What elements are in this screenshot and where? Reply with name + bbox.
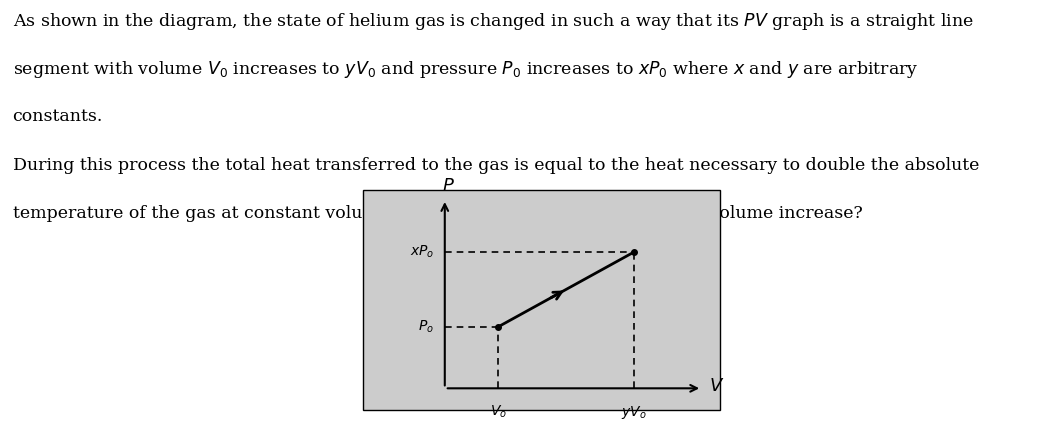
- FancyBboxPatch shape: [363, 190, 720, 410]
- Text: $P_o$: $P_o$: [418, 319, 434, 335]
- Text: During this process the total heat transferred to the gas is equal to the heat n: During this process the total heat trans…: [13, 157, 978, 173]
- Text: $V_o$: $V_o$: [490, 404, 507, 420]
- Text: $yV_o$: $yV_o$: [621, 404, 647, 421]
- Text: constants.: constants.: [13, 108, 103, 125]
- Text: As shown in the diagram, the state of helium gas is changed in such a way that i: As shown in the diagram, the state of he…: [13, 11, 973, 32]
- Text: temperature of the gas at constant volume. What is the maximum ratio for the vol: temperature of the gas at constant volum…: [13, 205, 863, 222]
- Text: segment with volume $V_0$ increases to $yV_0$ and pressure $P_0$ increases to $x: segment with volume $V_0$ increases to $…: [13, 59, 918, 80]
- Text: $P$: $P$: [441, 177, 455, 195]
- Text: $xP_o$: $xP_o$: [410, 244, 434, 260]
- Text: $V$: $V$: [709, 377, 724, 395]
